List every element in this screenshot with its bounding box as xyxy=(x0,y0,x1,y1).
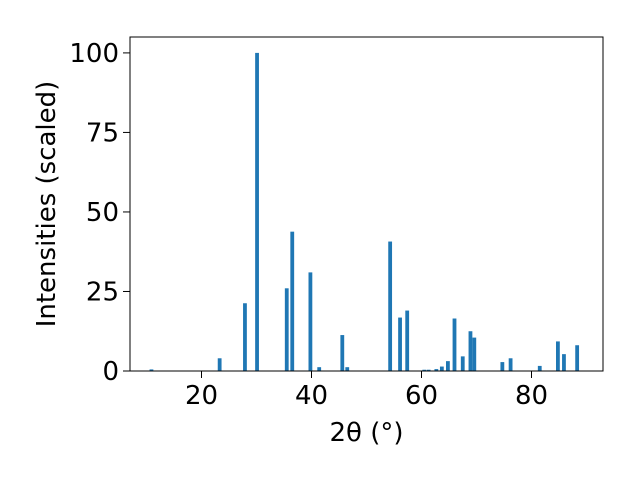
bar xyxy=(500,362,505,371)
bar xyxy=(460,356,465,371)
y-tick-label: 0 xyxy=(102,357,119,387)
bar xyxy=(255,52,259,372)
bar xyxy=(284,288,289,371)
bar xyxy=(434,369,439,371)
bar xyxy=(508,358,513,371)
bar xyxy=(472,337,477,371)
plot-frame xyxy=(129,36,604,372)
bar xyxy=(388,241,393,371)
bar xyxy=(562,354,566,371)
bar xyxy=(308,272,313,371)
y-axis-ticks: 0 25 50 75 100 xyxy=(69,39,130,387)
x-tick-label: 20 xyxy=(185,381,218,411)
bar xyxy=(217,358,222,371)
x-axis-ticks: 20 40 60 80 xyxy=(185,371,548,411)
bar xyxy=(452,318,457,371)
bar xyxy=(575,345,580,371)
bar xyxy=(422,369,427,371)
bar xyxy=(398,317,402,371)
bar xyxy=(446,361,450,371)
bar xyxy=(317,367,322,371)
bar xyxy=(243,303,247,371)
y-axis-label: Intensities (scaled) xyxy=(32,81,62,328)
y-tick-label: 50 xyxy=(86,198,119,228)
bar xyxy=(439,366,444,371)
bar xyxy=(149,369,154,371)
y-tick-label: 100 xyxy=(69,39,119,69)
bar xyxy=(556,341,560,371)
bar xyxy=(290,231,295,371)
bar xyxy=(405,310,410,371)
x-axis-label: 2θ (°) xyxy=(329,418,403,448)
bars-group xyxy=(149,52,580,372)
bar xyxy=(340,335,345,371)
bar xyxy=(426,369,431,371)
x-tick-label: 40 xyxy=(295,381,328,411)
x-tick-label: 60 xyxy=(405,381,438,411)
bar xyxy=(345,367,350,371)
bar xyxy=(468,331,473,371)
y-tick-label: 75 xyxy=(86,118,119,148)
x-tick-label: 80 xyxy=(515,381,548,411)
y-tick-label: 25 xyxy=(86,277,119,307)
bar xyxy=(537,365,542,371)
